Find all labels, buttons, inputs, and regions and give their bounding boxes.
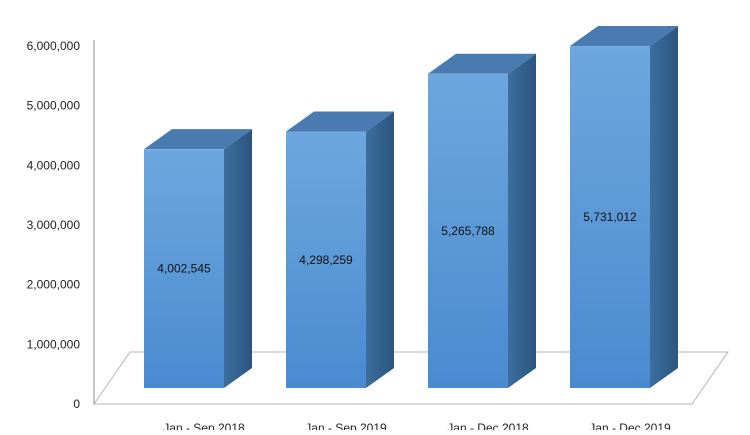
bar-front [570,46,650,388]
x-category-label: Jan - Dec 2018 [447,421,529,430]
bar: 4,002,545 [144,129,252,388]
floor-outline [93,351,729,405]
category-labels: Jan - Sep 2018 Jan - Sep 2019 Jan - Dec 20… [163,421,671,435]
bar: 5,265,788 [428,53,536,388]
bar-top [428,53,536,74]
y-tick-label: 5,000,000 [27,99,81,113]
y-tick-label: 4,000,000 [27,158,81,172]
bar-front [286,131,366,388]
x-category-label: Jan - Sep 2018 [163,421,245,430]
bar-side [650,26,678,388]
y-tick-label: 3,000,000 [27,218,81,232]
bar: 4,298,259 [286,111,394,388]
y-axis: 0 1,000,000 2,000,000 3,000,000 4,000,000 5,0… [27,39,95,411]
bar-front [428,73,508,388]
bar-top [144,129,252,150]
x-category-label: Jan - Sep 2019 [305,421,387,430]
data-label: 5,731,012 [583,210,637,224]
data-label: 4,298,259 [299,253,353,267]
y-tick-label: 1,000,000 [27,337,81,351]
x-category-label: Jan - Dec 2019 [589,421,671,430]
bar-side [508,53,536,388]
bar-top [570,26,678,47]
bar-side [224,129,252,388]
bar: 5,731,012 [570,26,678,388]
data-label: 5,265,788 [441,224,495,238]
bar-top [286,111,394,132]
bar-front [144,149,224,388]
y-tick-label: 6,000,000 [27,39,81,53]
data-label: 4,002,545 [157,262,211,276]
chart-floor [93,351,729,405]
bars: 4,002,545 4,298,259 5,265,788 5,731,012 [144,26,678,388]
y-tick-label: 0 [73,397,80,411]
y-tick-label: 2,000,000 [27,278,81,292]
bar-side [366,111,394,388]
